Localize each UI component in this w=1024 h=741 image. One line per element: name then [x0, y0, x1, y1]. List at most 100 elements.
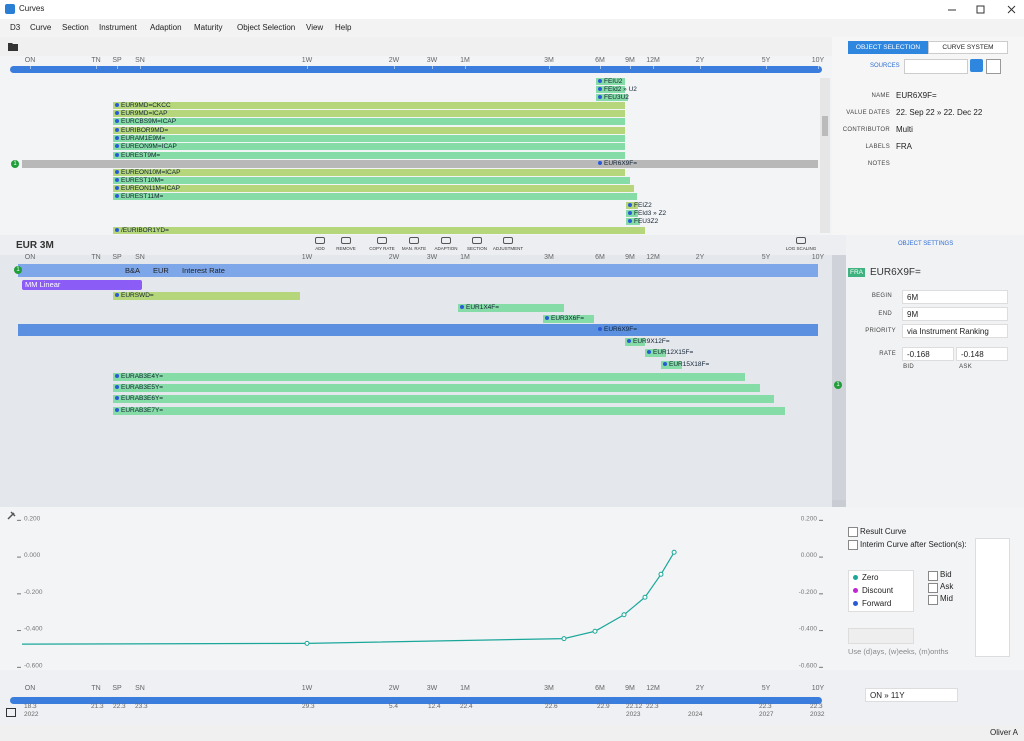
instrument-bar[interactable]: EURAB3E6Y= [113, 395, 774, 403]
toolbar-button[interactable]: ADD [315, 246, 325, 251]
instrument-bar[interactable]: EUR9MD=ICAP [113, 110, 625, 117]
field-label: PRIORITY [865, 328, 896, 334]
instrument-label: EUR9MD=CKCC [113, 102, 171, 109]
menu-item[interactable]: Section [62, 23, 89, 32]
status-bar: Oliver A [0, 725, 1024, 741]
toolbar-button[interactable]: COPY RATE [369, 246, 395, 251]
tab-active[interactable]: OBJECT SELECTION [848, 41, 928, 54]
checkbox[interactable] [928, 583, 938, 593]
date-year: 2032 [810, 711, 825, 718]
tenor-input[interactable] [848, 628, 914, 644]
instrument-bar[interactable]: EUR9X12F= [625, 338, 670, 346]
instrument-bar[interactable]: EUR6X9F= [596, 326, 818, 334]
tenor-tick [700, 66, 701, 69]
checkbox[interactable] [928, 595, 938, 605]
instrument-bar[interactable]: EUR6X9F= [596, 160, 818, 167]
calendar-icon[interactable] [6, 708, 16, 717]
toolbar-button[interactable]: ADJUSTMENT [492, 246, 524, 251]
toolbar-icon [409, 237, 419, 244]
instrument-bar[interactable]: EUREST11M= [113, 193, 637, 200]
instrument-bar[interactable]: EUR9MD=CKCC [113, 102, 625, 109]
curve-type[interactable]: Discount [862, 586, 894, 595]
tenor-label: 10Y [811, 685, 825, 692]
bid-input[interactable]: -0.168 [902, 347, 954, 361]
checkbox[interactable] [848, 527, 858, 537]
instrument-bar[interactable]: EUREON10M=ICAP [113, 169, 625, 176]
instrument-bar[interactable]: EURIBOR9MD= [113, 127, 625, 134]
priority-select[interactable]: via Instrument Ranking [902, 324, 1008, 338]
menu-item[interactable]: View [306, 23, 324, 32]
tenor-label: 12M [646, 254, 660, 261]
curve-type[interactable]: Forward [862, 599, 892, 608]
menu-item[interactable]: Object Selection [237, 23, 296, 32]
checkbox[interactable] [928, 571, 938, 581]
instrument-bar[interactable]: EURSWD= [113, 292, 300, 300]
menu-item[interactable]: Instrument [99, 23, 137, 32]
tenor-label: SP [112, 57, 122, 64]
instrument-bar[interactable]: EUREST9M= [113, 152, 625, 159]
range-input[interactable]: ON » 11Y [865, 688, 958, 702]
instrument-bar[interactable]: EUR15X18F= [661, 361, 709, 369]
detail-label: CONTRIBUTOR [842, 127, 890, 133]
check-label: Interim Curve after Section(s): [860, 540, 967, 549]
instrument-bar[interactable]: FEU3U2 [596, 94, 629, 101]
toolbar-button[interactable]: REMOVE [336, 246, 356, 251]
instrument-bar[interactable]: FEU3Z2 [626, 218, 658, 225]
instrument-label: FEIZ2 [626, 202, 652, 209]
tenor-label: SP [112, 685, 122, 692]
instrument-bar[interactable]: EURAB3E5Y= [113, 384, 760, 392]
y-tick-label: -0.200 [24, 589, 43, 596]
instrument-bar[interactable]: EURAB3E7Y= [113, 407, 785, 415]
toolbar-button[interactable]: MAN. RATE [401, 246, 427, 251]
instrument-bar[interactable]: FEId3 » Z2 [626, 210, 666, 217]
instrument-bar[interactable]: FEIU2 [596, 78, 625, 85]
ask-input[interactable]: -0.148 [956, 347, 1008, 361]
tenor-label: SN [135, 685, 145, 692]
type-badge: FRA [848, 268, 865, 277]
y-tick-label: 0.000 [24, 552, 41, 559]
curve-type[interactable]: Zero [862, 573, 879, 582]
info-button[interactable] [970, 59, 983, 72]
instrument-bar[interactable]: EURAM1E9M= [113, 135, 625, 142]
tab[interactable]: CURVE SYSTEM [928, 41, 1008, 54]
menu-item[interactable]: Curve [30, 23, 52, 32]
toolbar-button[interactable]: SECTION [466, 246, 487, 251]
open-icon[interactable] [8, 42, 20, 52]
window-controls[interactable] [940, 3, 1020, 17]
tenor-label: 3M [544, 57, 554, 64]
instrument-bar[interactable]: /EURIBOR1YD= [113, 227, 645, 234]
instrument-bar[interactable]: FEId2 » U2 [596, 86, 637, 93]
menu-item[interactable]: Help [335, 23, 352, 32]
detail-label: VALUE DATES [846, 110, 890, 116]
instrument-bar[interactable]: EUREON9M=ICAP [113, 143, 625, 150]
toolbar-button[interactable]: LOG SCALING [785, 246, 817, 251]
menu-item[interactable]: Maturity [194, 23, 223, 32]
menu-item[interactable]: D3 [10, 23, 21, 32]
toolbar-button[interactable]: ADAPTION [434, 246, 458, 251]
tenor-label: 2Y [695, 57, 705, 64]
instrument-bar[interactable]: EUR1X4F= [458, 304, 564, 312]
instrument-bar[interactable]: EUREON11M=ICAP [113, 185, 634, 192]
scrollbar[interactable] [820, 78, 830, 233]
instrument-bar[interactable]: EURCBS9M=ICAP [113, 118, 625, 125]
checkbox[interactable] [848, 540, 858, 550]
instrument-bar[interactable]: EUR3X6F= [543, 315, 594, 323]
tenor-label: 2W [388, 57, 400, 64]
instrument-label: EURCBS9M=ICAP [113, 118, 176, 125]
begin-input[interactable]: 6M [902, 290, 1008, 304]
settings-scrollbar[interactable] [832, 255, 846, 500]
method-dropdown[interactable]: MM Linear [22, 280, 142, 290]
menu-item[interactable]: Adaption [150, 23, 182, 32]
instrument-bar[interactable]: FEIZ2 [626, 202, 652, 209]
instrument-bar[interactable]: EURAB3E4Y= [113, 373, 745, 381]
search-box[interactable] [904, 59, 968, 74]
tenor-label: 1M [460, 254, 470, 261]
date-day: 22.9 [597, 703, 610, 710]
search-button[interactable] [986, 59, 1001, 74]
y-tick-label: -0.400 [799, 626, 818, 633]
instrument-bar[interactable]: EUREST10M= [113, 177, 630, 184]
end-input[interactable]: 9M [902, 307, 1008, 321]
tenor-label: 9M [625, 254, 635, 261]
instrument-bar[interactable]: EUR12X15F= [645, 349, 693, 357]
hint: Use (d)ays, (w)eeks, (m)onths [848, 647, 949, 656]
